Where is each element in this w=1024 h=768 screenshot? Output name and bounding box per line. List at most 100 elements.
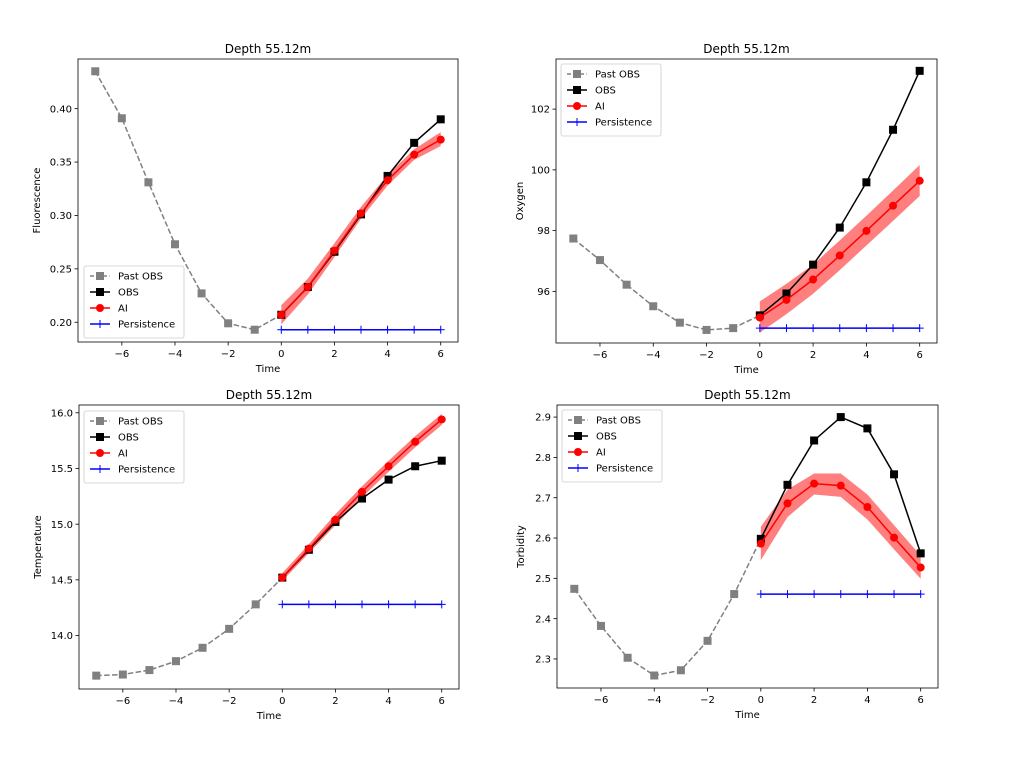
obs-line <box>281 459 442 579</box>
x-tick-label: 4 <box>863 350 869 361</box>
plot-area-oxygen <box>569 66 924 334</box>
y-axis-label: Oxygen <box>515 182 526 221</box>
persistence-point <box>277 325 286 334</box>
ai-point <box>330 246 339 255</box>
ai-point <box>331 515 340 524</box>
ai-uncertainty-band <box>759 165 920 333</box>
x-tick-label: 0 <box>278 349 284 360</box>
persistence-point <box>357 325 366 334</box>
panel-title: Depth 55.12m <box>226 388 312 402</box>
legend-label: AI <box>595 102 605 113</box>
x-tick-label: 6 <box>438 349 444 360</box>
obs-point <box>890 470 899 479</box>
x-tick-label: 6 <box>916 350 922 361</box>
legend-box <box>83 265 185 339</box>
ai-point <box>835 251 844 260</box>
obs-point <box>436 115 445 124</box>
past-obs-point <box>703 636 712 645</box>
persistence-point <box>410 325 419 334</box>
past-obs-point <box>224 319 233 328</box>
persistence-point <box>890 590 899 599</box>
legend-label: AI <box>118 449 128 460</box>
panel-temperature: −6 −4 −2 0 2 4 6 14.0 14.5 15.0 15.5 16.0 Depth 55.1… <box>33 388 460 722</box>
x-tick-label: 4 <box>384 349 390 360</box>
x-tick-label: 0 <box>758 695 764 706</box>
legend-square-icon <box>574 432 582 440</box>
x-tick-label: 2 <box>332 696 338 707</box>
legend-item: OBS <box>567 86 616 97</box>
panel-torbidity: −6 −4 −2 0 2 4 6 2.3 2.4 2.5 2.6 2.7 2.8 2.9 Depth 55.… <box>516 388 939 721</box>
x-tick-label: 2 <box>331 349 337 360</box>
legend-square-icon <box>96 417 104 425</box>
past-obs-point <box>702 325 711 334</box>
x-tick-label: 6 <box>439 696 445 707</box>
legend-square-icon <box>574 416 582 424</box>
plot-area-fluorescence <box>91 67 445 334</box>
panel-title: Depth 55.12m <box>225 42 311 56</box>
past-obs-point <box>569 234 578 243</box>
y-tick-label: 15.5 <box>51 464 73 475</box>
obs-point <box>863 424 872 433</box>
legend-box <box>560 63 662 137</box>
legend-label: Past OBS <box>118 417 163 428</box>
x-axis-label: Time <box>255 364 280 375</box>
ai-point <box>437 415 446 424</box>
obs-point <box>836 413 845 422</box>
past-obs-line <box>573 538 762 677</box>
panel-fluorescence: −6 −4 −2 0 2 4 6 0.20 0.25 0.30 0.35 0.40 Depth 55.1… <box>32 42 459 375</box>
legend-plus-icon <box>96 465 104 473</box>
legend-label: OBS <box>596 432 617 443</box>
past-obs-point <box>596 621 605 630</box>
legend-square-icon <box>573 86 581 94</box>
legend-label: AI <box>118 304 128 315</box>
past-obs-line <box>572 237 761 331</box>
past-obs-point <box>117 114 126 123</box>
panel-title: Depth 55.12m <box>704 388 790 402</box>
obs-point <box>384 475 393 484</box>
ai-point <box>755 313 764 322</box>
ai-point <box>358 487 367 496</box>
persistence-point <box>384 600 393 609</box>
legend-circle-icon <box>96 449 104 457</box>
persistence-point <box>809 324 818 333</box>
ai-point <box>303 283 312 292</box>
y-axis-label: Fluorescence <box>32 168 43 234</box>
ai-point <box>782 295 791 304</box>
axes-frame <box>77 58 459 343</box>
y-tick-label: 2.6 <box>535 534 551 545</box>
x-tick-label: −6 <box>594 695 609 706</box>
past-obs-point <box>649 302 658 311</box>
y-tick-label: 14.5 <box>51 575 73 586</box>
persistence-point <box>330 325 339 334</box>
past-obs-point <box>595 256 604 265</box>
ai-point <box>890 533 899 542</box>
persistence-point <box>810 590 819 599</box>
legend: Past OBS OBS AI Persistence <box>560 63 662 137</box>
legend-item: OBS <box>90 288 139 299</box>
obs-point <box>410 138 419 147</box>
obs-point <box>889 125 898 134</box>
x-tick-label: 2 <box>811 695 817 706</box>
y-tick-label: 15.0 <box>51 520 73 531</box>
persistence-point <box>411 600 420 609</box>
ai-point <box>384 462 393 471</box>
past-obs-point <box>729 324 738 333</box>
x-tick-label: −4 <box>168 349 183 360</box>
y-tick-label: 0.35 <box>50 158 72 169</box>
obs-point <box>810 436 819 445</box>
y-tick-label: 14.0 <box>51 631 73 642</box>
persistence-point <box>756 590 765 599</box>
persistence-point <box>383 325 392 334</box>
x-tick-label: 0 <box>279 696 285 707</box>
obs-point <box>916 549 925 558</box>
past-obs-point <box>91 67 100 76</box>
past-obs-point <box>676 666 685 675</box>
legend-item: OBS <box>90 433 139 444</box>
legend-label: AI <box>596 448 606 459</box>
persistence-point <box>436 325 445 334</box>
x-tick-label: −6 <box>115 696 130 707</box>
ai-point <box>916 563 925 572</box>
ai-point <box>863 502 872 511</box>
x-tick-label: −4 <box>169 696 184 707</box>
